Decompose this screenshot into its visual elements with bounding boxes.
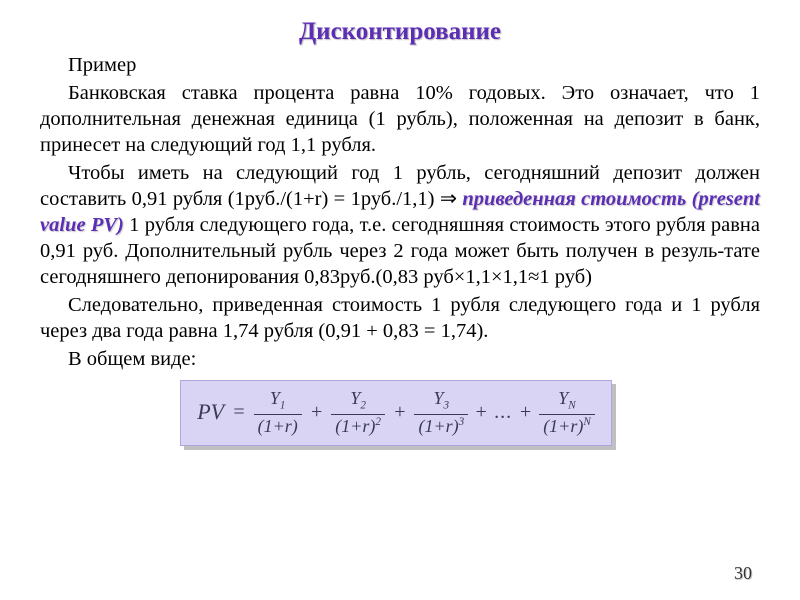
formula-term-2: Y2 (1+r)2 bbox=[331, 389, 385, 435]
paragraph-1: Банковская ставка процента равна 10% год… bbox=[40, 80, 760, 158]
paragraph-2-post: 1 рубля следующего года, т.е. сегодняшня… bbox=[40, 214, 760, 288]
formula-dots: + ... + bbox=[474, 401, 533, 424]
pv-formula: PV = Y1 (1+r) + Y2 (1+r)2 + Y3 (1+r)3 bbox=[180, 380, 612, 446]
formula-term-3: Y3 (1+r)3 bbox=[414, 389, 468, 435]
paragraph-3: Следовательно, приведенная стоимость 1 р… bbox=[40, 292, 760, 344]
formula-term-n: YN (1+r)N bbox=[539, 389, 595, 435]
formula-term-1: Y1 (1+r) bbox=[254, 389, 302, 435]
paragraph-4: В общем виде: bbox=[40, 346, 760, 372]
plus-2: + bbox=[391, 401, 409, 424]
paragraph-2: Чтобы иметь на следующий год 1 рубль, се… bbox=[40, 160, 760, 290]
page-number: 30 bbox=[734, 563, 752, 584]
equals-sign: = bbox=[230, 401, 248, 424]
formula-shadow: PV = Y1 (1+r) + Y2 (1+r)2 + Y3 (1+r)3 bbox=[184, 384, 616, 450]
page-title: Дисконтирование bbox=[40, 18, 760, 46]
formula-lhs: PV bbox=[197, 399, 224, 425]
formula-container: PV = Y1 (1+r) + Y2 (1+r)2 + Y3 (1+r)3 bbox=[40, 384, 760, 450]
plus-1: + bbox=[308, 401, 326, 424]
example-label: Пример bbox=[40, 52, 760, 78]
